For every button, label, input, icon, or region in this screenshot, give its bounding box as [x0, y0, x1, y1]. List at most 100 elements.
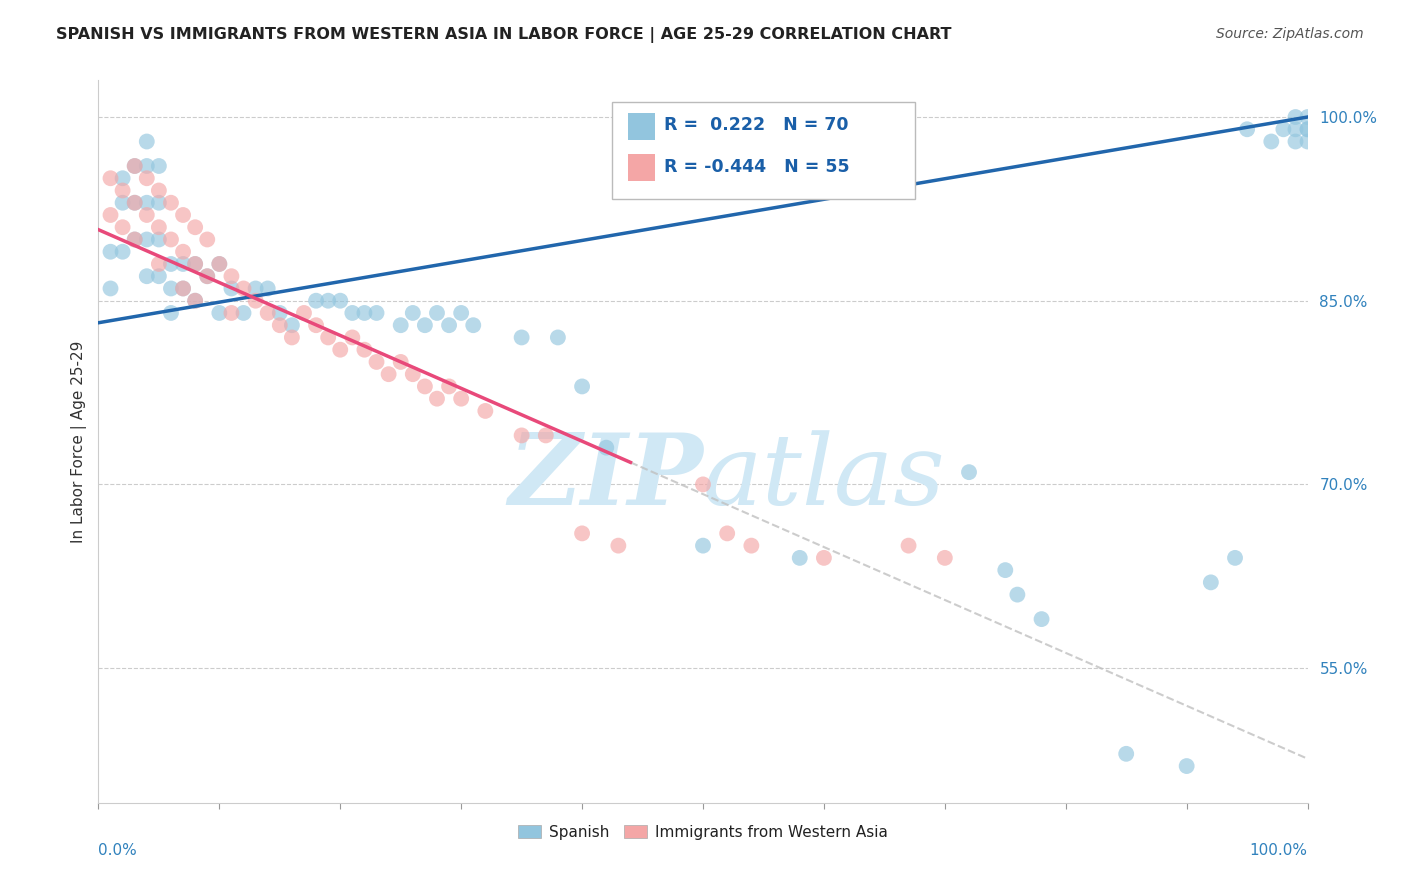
Point: [172, 208, 194, 222]
Point: [100, 244, 122, 259]
Point: [281, 330, 304, 344]
Point: [595, 441, 617, 455]
Point: [437, 379, 460, 393]
Point: [305, 293, 328, 308]
Point: [232, 281, 254, 295]
Point: [124, 232, 146, 246]
FancyBboxPatch shape: [613, 102, 915, 200]
Text: 100.0%: 100.0%: [1250, 843, 1308, 857]
Point: [571, 379, 593, 393]
Point: [813, 550, 835, 565]
Point: [474, 404, 496, 418]
Point: [172, 244, 194, 259]
Point: [1272, 122, 1295, 136]
Point: [245, 281, 267, 295]
Point: [897, 539, 920, 553]
Point: [184, 220, 207, 235]
Point: [450, 392, 472, 406]
Point: [148, 257, 170, 271]
Point: [692, 477, 714, 491]
Point: [353, 306, 375, 320]
Point: [1223, 550, 1246, 565]
Point: [111, 171, 134, 186]
Point: [547, 330, 569, 344]
Point: [184, 257, 207, 271]
Point: [366, 306, 388, 320]
Point: [172, 257, 194, 271]
Point: [100, 281, 122, 295]
Point: [1284, 122, 1306, 136]
Point: [160, 195, 183, 210]
Point: [208, 257, 231, 271]
Point: [221, 306, 243, 320]
Point: [1284, 110, 1306, 124]
Point: [111, 184, 134, 198]
Point: [571, 526, 593, 541]
Point: [208, 306, 231, 320]
Text: atlas: atlas: [703, 430, 946, 525]
Point: [934, 550, 956, 565]
Point: [1296, 110, 1319, 124]
Point: [256, 281, 278, 295]
Point: [184, 293, 207, 308]
Point: [789, 550, 811, 565]
Text: SPANISH VS IMMIGRANTS FROM WESTERN ASIA IN LABOR FORCE | AGE 25-29 CORRELATION C: SPANISH VS IMMIGRANTS FROM WESTERN ASIA …: [56, 27, 952, 43]
FancyBboxPatch shape: [628, 112, 655, 140]
Point: [389, 318, 412, 333]
Point: [184, 293, 207, 308]
Point: [402, 367, 425, 381]
Point: [510, 428, 533, 442]
Point: [124, 195, 146, 210]
Point: [994, 563, 1017, 577]
Point: [221, 269, 243, 284]
Point: [1199, 575, 1222, 590]
Text: ZIP: ZIP: [508, 429, 703, 526]
Point: [413, 318, 436, 333]
Point: [377, 367, 399, 381]
Point: [292, 306, 315, 320]
Point: [1296, 135, 1319, 149]
Point: [426, 306, 449, 320]
Point: [1007, 588, 1029, 602]
Point: [402, 306, 425, 320]
Point: [316, 330, 339, 344]
Point: [124, 159, 146, 173]
Text: R =  0.222   N = 70: R = 0.222 N = 70: [664, 116, 849, 134]
Point: [221, 281, 243, 295]
Point: [1296, 122, 1319, 136]
Point: [450, 306, 472, 320]
Point: [148, 184, 170, 198]
Point: [148, 232, 170, 246]
Point: [135, 269, 157, 284]
Point: [366, 355, 388, 369]
Point: [329, 293, 352, 308]
Point: [160, 306, 183, 320]
FancyBboxPatch shape: [628, 154, 655, 181]
Point: [148, 269, 170, 284]
Point: [195, 232, 218, 246]
Point: [316, 293, 339, 308]
Point: [135, 171, 157, 186]
Point: [124, 195, 146, 210]
Point: [111, 220, 134, 235]
Point: [135, 135, 157, 149]
Point: [1236, 122, 1258, 136]
Point: [1175, 759, 1198, 773]
Point: [124, 232, 146, 246]
Point: [160, 281, 183, 295]
Point: [426, 392, 449, 406]
Point: [111, 195, 134, 210]
Point: [305, 318, 328, 333]
Point: [111, 244, 134, 259]
Point: [245, 293, 267, 308]
Point: [607, 539, 630, 553]
Point: [184, 257, 207, 271]
Point: [160, 257, 183, 271]
Point: [1115, 747, 1137, 761]
Point: [342, 306, 364, 320]
Point: [135, 232, 157, 246]
Point: [135, 195, 157, 210]
Point: [148, 195, 170, 210]
Point: [195, 269, 218, 284]
Point: [389, 355, 412, 369]
